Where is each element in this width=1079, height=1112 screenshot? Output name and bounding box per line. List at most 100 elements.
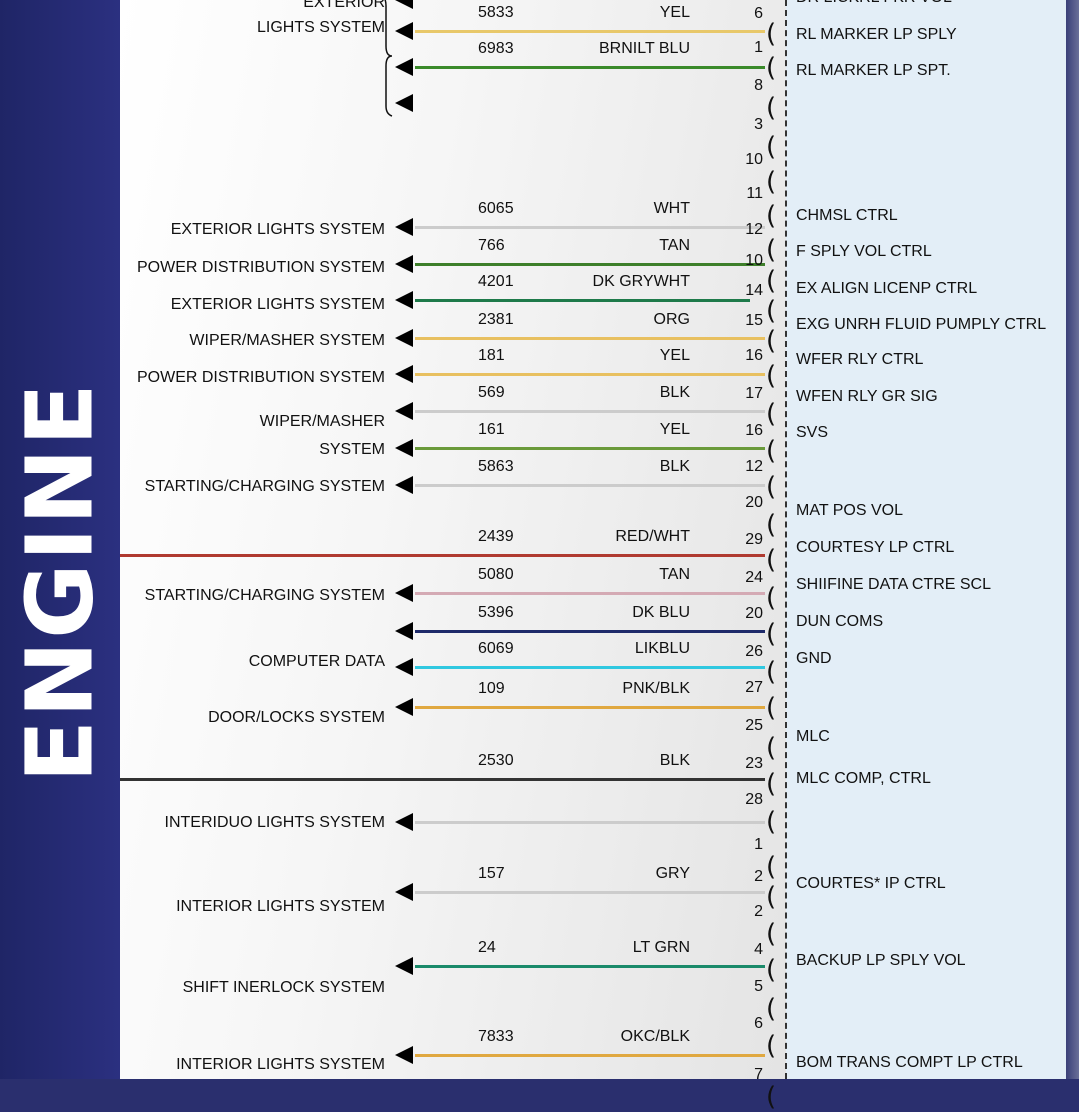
pin-number: 6 [754, 5, 763, 22]
pin-number: 5 [754, 978, 763, 995]
pin-number: 12 [745, 458, 763, 475]
pin-function-label: EXG UNRH FLUID PUMPLY CTRL [796, 316, 1047, 333]
pin-number: 3 [754, 116, 763, 133]
connector-terminal-icon: ( [766, 733, 777, 763]
pin-number: 20 [745, 605, 763, 622]
pin-function-label: CHMSL CTRL [796, 207, 898, 224]
connector-terminal-icon: ( [766, 619, 777, 649]
wire-circuit-number: 6983 [478, 40, 514, 57]
pin-number: 24 [745, 569, 763, 586]
left-system-label: POWER DISTRIBUTION SYSTEM [136, 259, 385, 276]
arrow-left-icon [395, 1046, 413, 1064]
wire [415, 965, 765, 968]
pin-number: 28 [745, 791, 763, 808]
connector-terminal-icon: ( [766, 545, 777, 575]
wire [415, 706, 765, 709]
connector-terminal-icon: ( [766, 472, 777, 502]
arrow-left-icon [395, 94, 413, 112]
arrow-left-icon [395, 58, 413, 76]
pin-function-label: RL MARKER LP SPT. [796, 62, 951, 79]
wire-color-label: LIKBLU [634, 640, 690, 657]
pin-number: 14 [745, 282, 763, 299]
pin-function-label: DUN COMS [796, 613, 884, 630]
connector-terminal-icon: ( [766, 510, 777, 540]
wire [415, 373, 765, 376]
wire-color-label: YEL [659, 421, 690, 438]
pin-number: 10 [745, 151, 763, 168]
pin-number: 8 [754, 77, 763, 94]
connector-terminal-icon: ( [766, 1031, 777, 1061]
wire [415, 592, 765, 595]
pin-number: 17 [745, 385, 763, 402]
pin-function-label: MLC COMP, CTRL [796, 770, 931, 787]
wire [415, 263, 765, 266]
connector-terminal-icon: ( [766, 919, 777, 949]
connector-terminal-icon: ( [766, 296, 777, 326]
wire [415, 447, 765, 450]
arrow-left-icon [395, 402, 413, 420]
left-system-label: DOOR/LOCKS SYSTEM [208, 709, 385, 726]
connector-terminal-icon: ( [766, 955, 777, 985]
wire-circuit-number: 181 [478, 347, 505, 364]
wire [120, 778, 765, 781]
arrow-left-icon [395, 218, 413, 236]
pin-function-label: COURTESY LP CTRL [796, 539, 955, 556]
wire [415, 410, 765, 413]
wire-color-label: BRNILT BLU [599, 40, 690, 57]
wire-color-label: TAN [659, 237, 690, 254]
wire-color-label: ORG [653, 311, 690, 328]
connector-panel [786, 0, 1066, 1079]
left-system-label: EXTERIOR [303, 0, 385, 11]
wire [415, 484, 765, 487]
arrow-left-icon [395, 957, 413, 975]
wire [415, 337, 765, 340]
wire [415, 891, 765, 894]
wire-circuit-number: 4201 [478, 273, 514, 290]
pin-function-label: RL MARKER LP SPLY [796, 26, 957, 43]
pin-function-label: F SPLY VOL CTRL [796, 243, 932, 260]
pin-number: 2 [754, 868, 763, 885]
wire [415, 66, 765, 69]
pin-number: 23 [745, 755, 763, 772]
pin-number: 20 [745, 494, 763, 511]
pin-number: 16 [745, 347, 763, 364]
wire-color-label: DK BLU [632, 604, 690, 621]
connector-terminal-icon: ( [766, 852, 777, 882]
left-system-label: SYSTEM [319, 441, 385, 458]
pin-function-label: WFER RLY CTRL [796, 351, 924, 368]
arrow-left-icon [395, 883, 413, 901]
pin-function-label: BACKUP LP SPLY VOL [796, 952, 966, 969]
connector-terminal-icon: ( [766, 201, 777, 231]
wire [415, 299, 750, 302]
wire [415, 630, 765, 633]
connector-terminal-icon: ( [766, 326, 777, 356]
wire-circuit-number: 569 [478, 384, 505, 401]
wire-circuit-number: 5863 [478, 458, 514, 475]
wire-color-label: OKC/BLK [620, 1028, 690, 1045]
connector-terminal-icon: ( [766, 266, 777, 296]
arrow-left-icon [395, 365, 413, 383]
connector-terminal-icon: ( [766, 132, 777, 162]
wire-color-label: GRY [655, 865, 690, 882]
wire-circuit-number: 2439 [478, 528, 514, 545]
connector-terminal-icon: ( [766, 399, 777, 429]
wire-color-label: YEL [659, 4, 690, 21]
pin-number: 26 [745, 643, 763, 660]
pin-number: 25 [745, 717, 763, 734]
connector-terminal-icon: ( [766, 1082, 777, 1112]
connector-terminal-icon: ( [766, 769, 777, 799]
pin-number: 15 [745, 312, 763, 329]
left-system-label: SHIFT INERLOCK SYSTEM [182, 979, 385, 996]
arrow-left-icon [395, 658, 413, 676]
pin-number: 16 [745, 422, 763, 439]
wire-color-label: PNK/BLK [622, 680, 690, 697]
arrow-left-icon [395, 698, 413, 716]
connector-terminal-icon: ( [766, 882, 777, 912]
arrow-left-icon [395, 291, 413, 309]
wire-color-label: BLK [659, 458, 690, 475]
left-system-label: INTERIOR LIGHTS SYSTEM [176, 1056, 385, 1073]
wire-color-label: LT GRN [632, 939, 690, 956]
pin-number: 11 [746, 185, 763, 202]
arrow-left-icon [395, 476, 413, 494]
pin-number: 1 [754, 39, 763, 56]
